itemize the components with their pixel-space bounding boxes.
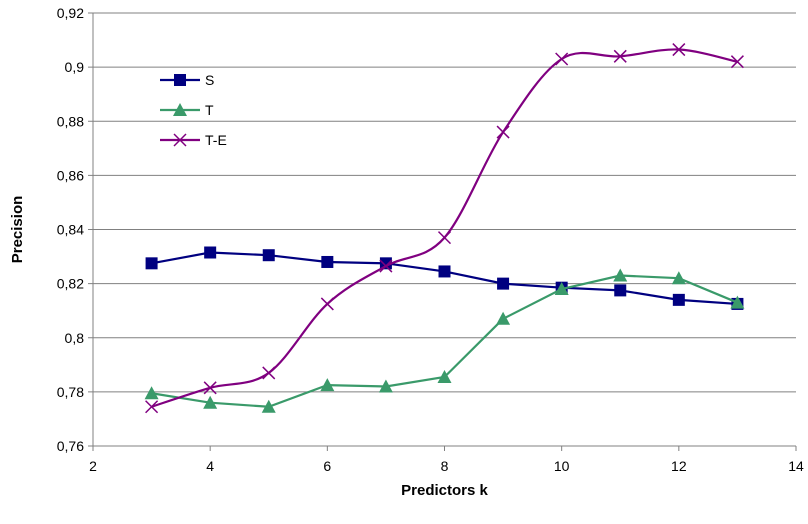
- series-t-e: [145, 43, 744, 414]
- series-t-e-point: [145, 400, 159, 414]
- legend-item-t-e: T-E: [160, 132, 227, 148]
- series-t-e-point: [730, 55, 744, 69]
- marker-stroke: [173, 133, 187, 147]
- legend-marker: [173, 133, 187, 147]
- series-t-e-point: [672, 43, 686, 57]
- marker-stroke: [496, 125, 510, 139]
- x-tick-label: 2: [89, 458, 97, 474]
- legend-label: T: [205, 102, 214, 118]
- series-s-point: [145, 257, 158, 270]
- legend-label: S: [205, 72, 214, 88]
- series-s-point: [497, 277, 510, 290]
- series-t-point: [554, 282, 569, 296]
- marker-stroke: [145, 400, 159, 414]
- series-s-point: [262, 249, 275, 262]
- series-t-point: [320, 378, 335, 392]
- series-t-point: [144, 386, 159, 400]
- marker-stroke: [320, 297, 334, 311]
- marker-stroke: [555, 52, 569, 66]
- marker-stroke: [203, 381, 217, 395]
- y-tick-label: 0,82: [57, 276, 84, 292]
- series-t-e-point: [203, 381, 217, 395]
- series-s-point: [321, 255, 334, 268]
- series-t-point: [671, 271, 686, 285]
- marker-stroke: [262, 366, 276, 380]
- series-t-point: [261, 399, 276, 413]
- series-s-point: [204, 246, 217, 259]
- series-t-e-point: [379, 259, 393, 273]
- x-tick-label: 10: [554, 458, 570, 474]
- y-tick-label: 0,76: [57, 438, 84, 454]
- x-tick-label: 14: [788, 458, 804, 474]
- series-t-point: [437, 369, 452, 383]
- legend: ST T-E: [160, 72, 227, 148]
- y-axis-ticks: 0,76 0,78 0,8 0,82 0,84 0,86 0,88 0,9 0,92: [57, 5, 93, 454]
- marker-stroke: [730, 55, 744, 69]
- legend-item-s: S: [160, 72, 214, 88]
- y-tick-label: 0,92: [57, 5, 84, 21]
- series-t-e-point: [437, 231, 452, 245]
- series-s-line: [151, 251, 738, 306]
- series-t-e-point: [555, 52, 569, 66]
- y-tick-label: 0,84: [57, 222, 84, 238]
- x-tick-label: 12: [671, 458, 687, 474]
- series-s: [145, 246, 744, 310]
- series-t-point: [730, 295, 745, 309]
- series-s-point: [672, 293, 685, 306]
- y-tick-label: 0,9: [65, 59, 85, 75]
- series-t-point: [496, 311, 511, 325]
- legend-marker: [174, 74, 186, 86]
- x-tick-label: 6: [323, 458, 331, 474]
- marker-stroke: [437, 231, 452, 245]
- x-axis-ticks: 2 4 6 8 10 12 14: [89, 446, 804, 474]
- series-s-point: [614, 284, 627, 297]
- gridlines: [93, 12, 796, 393]
- series-layer: [144, 43, 745, 414]
- x-axis-title: Predictors k: [401, 482, 488, 499]
- legend-label: T-E: [205, 132, 227, 148]
- x-tick-label: 4: [206, 458, 214, 474]
- x-tick-label: 8: [441, 458, 449, 474]
- series-t-e-point: [320, 297, 334, 311]
- legend-marker: [173, 103, 187, 116]
- y-tick-label: 0,86: [57, 167, 84, 183]
- series-t-point: [378, 379, 393, 393]
- series-s-point: [379, 257, 392, 270]
- legend-item-t: T: [160, 102, 214, 118]
- series-t-e-line: [151, 48, 738, 408]
- series-t-e-point: [262, 366, 276, 380]
- series-t: [144, 268, 745, 413]
- y-axis-title: Precision: [9, 196, 26, 264]
- marker-stroke: [379, 259, 393, 273]
- y-tick-label: 0,88: [57, 113, 84, 129]
- marker-stroke: [613, 49, 627, 63]
- series-t-point: [613, 268, 628, 282]
- series-t-e-point: [613, 49, 627, 63]
- marker-stroke: [672, 43, 686, 57]
- series-t-point: [203, 395, 218, 409]
- y-tick-label: 0,8: [65, 330, 85, 346]
- y-tick-label: 0,78: [57, 384, 84, 400]
- series-t-e-point: [496, 125, 510, 139]
- series-s-point: [438, 265, 451, 278]
